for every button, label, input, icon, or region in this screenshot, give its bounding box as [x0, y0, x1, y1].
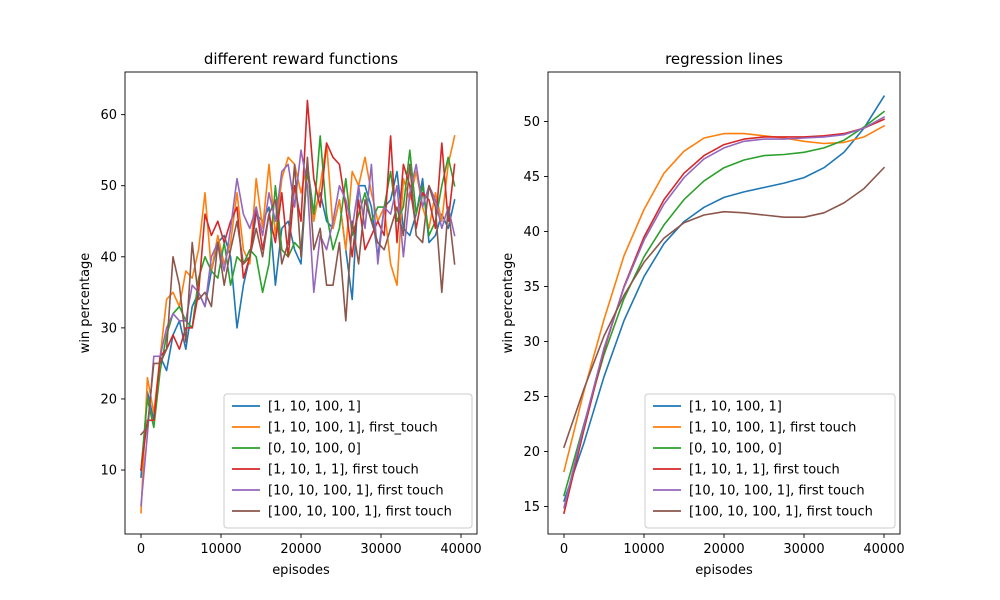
chart-1-x-tick-label-4: 30000: [360, 542, 401, 557]
chart-2-legend-label-1: [1, 10, 100, 1]: [689, 400, 782, 415]
chart-2-y-tick-label-3: 25: [523, 390, 540, 405]
chart-2-legend-label-3: [0, 10, 100, 0]: [689, 442, 782, 457]
chart-1-legend-label-6: [100, 10, 100, 1], first touch: [268, 505, 452, 520]
chart-1-legend-label-1: [1, 10, 100, 1]: [268, 400, 361, 415]
chart-1-x-tick-label-3: 20000: [280, 542, 321, 557]
chart-1-series-line-5: [140, 149, 456, 507]
chart-1-y-tick-label-1: 10: [100, 464, 117, 479]
chart-1-legend-label-4: [1, 10, 1, 1], first touch: [268, 463, 419, 478]
chart-2-x-tick-label-2: 10000: [623, 542, 664, 557]
chart-1-series-line-1: [140, 163, 456, 478]
chart-2-legend: [1, 10, 100, 1] [1, 10, 100, 1], first to…: [644, 393, 896, 529]
chart-2-plot-area: [562, 95, 886, 515]
chart-2-y-tick-label-4: 30: [523, 335, 540, 350]
chart-1-y-tick-label-6: 60: [100, 108, 117, 123]
chart-2-series-line-2: [563, 124, 886, 473]
chart-1-series-line-6: [139, 156, 456, 436]
chart-1-y-tick-label-2: 20: [100, 392, 117, 407]
chart-2-y-tick-label-6: 40: [523, 225, 540, 240]
chart-1-x-tick-label-5: 40000: [440, 542, 481, 557]
chart-1-x-axis-label: episodes: [272, 563, 330, 578]
chart-2-x-axis-label: episodes: [695, 563, 753, 578]
chart-2-title: regression lines: [665, 50, 783, 68]
chart-2-x-tick-label-1: 0: [560, 542, 568, 557]
chart-2-y-tick-label-8: 50: [523, 115, 540, 130]
chart-2-x-tick-label-3: 20000: [703, 542, 744, 557]
chart-1: 0 10000 20000 30000 40000 10 20 30 40 50 60 differe…: [78, 50, 482, 578]
chart-2-legend-label-4: [1, 10, 1, 1], first touch: [689, 463, 840, 478]
chart-2: 0 10000 20000 30000 40000 15 20 25 30 35 40 45 50 reg…: [501, 50, 905, 578]
chart-2-legend-box: [644, 393, 896, 529]
chart-1-x-tick-label-2: 10000: [200, 542, 241, 557]
chart-1-y-tick-label-3: 30: [100, 321, 117, 336]
chart-2-series-line-6: [562, 166, 886, 449]
chart-2-series-line-3: [563, 110, 886, 497]
chart-1-legend-box: [223, 393, 473, 529]
chart-2-legend-label-6: [100, 10, 100, 1], first touch: [689, 505, 873, 520]
chart-1-legend: [1, 10, 100, 1] [1, 10, 100, 1], first_to…: [223, 393, 473, 529]
chart-1-legend-label-3: [0, 10, 100, 0]: [268, 442, 361, 457]
chart-1-legend-label-5: [10, 10, 100, 1], first touch: [268, 484, 444, 499]
chart-1-y-tick-label-5: 50: [100, 179, 117, 194]
chart-2-y-tick-label-7: 45: [523, 170, 540, 185]
chart-1-title: different reward functions: [204, 50, 398, 68]
chart-2-y-tick-label-2: 20: [523, 445, 540, 460]
chart-1-y-tick-label-4: 40: [100, 250, 117, 265]
chart-2-legend-label-5: [10, 10, 100, 1], first touch: [689, 484, 865, 499]
chart-1-y-axis-label: win percentage: [78, 253, 93, 354]
chart-2-x-tick-label-5: 40000: [863, 542, 904, 557]
chart-2-series-line-1: [562, 95, 886, 503]
chart-2-y-tick-label-5: 35: [523, 280, 540, 295]
chart-1-legend-label-2: [1, 10, 100, 1], first_touch: [268, 421, 438, 436]
chart-2-legend-label-2: [1, 10, 100, 1], first touch: [689, 421, 856, 436]
chart-2-y-axis-label: win percentage: [501, 253, 516, 354]
chart-1-plot-area: [139, 99, 456, 514]
chart-2-y-tick-label-1: 15: [523, 500, 540, 515]
chart-2-x-tick-label-4: 30000: [783, 542, 824, 557]
chart-1-x-tick-label-1: 0: [137, 542, 145, 557]
